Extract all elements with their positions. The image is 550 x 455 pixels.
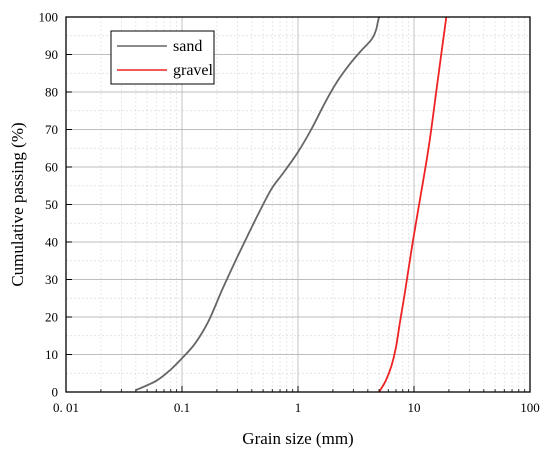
y-tick-label: 20 — [45, 310, 58, 325]
legend-label-sand: sand — [173, 38, 202, 55]
series-line-gravel — [378, 16, 448, 393]
legend-box — [110, 30, 215, 85]
tick-marks — [65, 16, 531, 393]
y-tick-label: 90 — [45, 47, 58, 62]
legend-label-gravel: gravel — [173, 62, 214, 79]
x-axis-title: Grain size (mm) — [242, 429, 353, 448]
x-tick-labels: 0. 01 0.1 1 10 100 — [53, 400, 540, 415]
x-tick-label: 10 — [408, 400, 421, 415]
x-tick-label: 0. 01 — [53, 400, 79, 415]
y-tick-label: 30 — [45, 272, 58, 287]
y-tick-label: 50 — [45, 197, 58, 212]
y-tick-label: 100 — [39, 10, 59, 25]
legend: sand gravel — [110, 30, 215, 85]
x-tick-label: 100 — [520, 400, 540, 415]
y-tick-labels: 0 10 20 30 40 50 60 70 80 90 100 — [39, 10, 59, 400]
y-tick-label: 80 — [45, 85, 58, 100]
y-tick-label: 60 — [45, 160, 58, 175]
x-tick-label: 1 — [295, 400, 302, 415]
y-tick-label: 10 — [45, 347, 58, 362]
y-tick-label: 70 — [45, 122, 58, 137]
y-axis-title: Cumulative passing (%) — [8, 122, 27, 286]
y-tick-label: 40 — [45, 235, 58, 250]
y-tick-label: 0 — [52, 385, 59, 400]
x-tick-label: 0.1 — [174, 400, 190, 415]
series-layer — [135, 16, 448, 393]
series-line-sand — [135, 16, 380, 391]
